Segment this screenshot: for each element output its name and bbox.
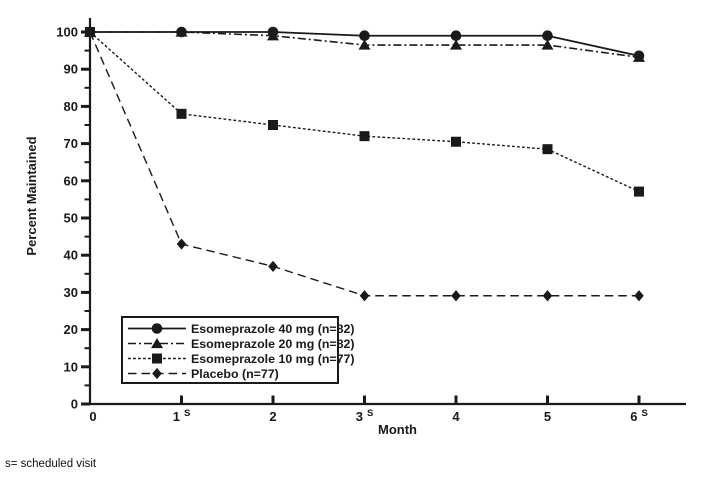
y-tick-label: 60 <box>64 173 78 188</box>
markers-diamond <box>85 26 644 302</box>
scheduled-visit-superscript: S <box>641 408 647 419</box>
legend-marker-circle <box>151 323 163 334</box>
series-line-3 <box>89 31 639 297</box>
axis-labels: 0 10 20 30 40 50 60 70 80 90 100 0 1 S 2 3 S 4 5 6 S Month Per… <box>24 25 648 438</box>
x-axis-title: Month <box>378 422 417 437</box>
markers-square <box>85 27 644 197</box>
legend-label: Placebo (n=77) <box>191 367 279 381</box>
scheduled-visit-superscript: S <box>367 408 373 419</box>
legend: Esomeprazole 40 mg (n=82)Esomeprazole 20… <box>121 316 355 384</box>
footnote-scheduled-visit: s= scheduled visit <box>5 458 97 470</box>
x-tick-label: 0 <box>89 409 96 424</box>
legend-label: Esomeprazole 20 mg (n=82) <box>191 337 355 351</box>
y-tick-label: 90 <box>64 62 78 77</box>
x-tick-label: 4 <box>452 409 460 424</box>
series-markers <box>84 26 645 302</box>
x-tick-label: 5 <box>544 409 551 424</box>
y-tick-label: 50 <box>64 211 78 226</box>
y-tick-label: 40 <box>64 248 78 263</box>
scheduled-visit-superscript: S <box>184 408 190 419</box>
y-tick-label: 100 <box>56 25 78 40</box>
legend-label: Esomeprazole 40 mg (n=82) <box>191 322 355 336</box>
legend-marker-diamond <box>152 367 162 380</box>
legend-marker-triangle <box>151 338 163 349</box>
y-tick-label: 10 <box>64 359 78 374</box>
legend-marker-square <box>152 353 162 364</box>
y-tick-label: 80 <box>64 99 78 114</box>
y-tick-label: 20 <box>64 322 78 337</box>
y-tick-label: 70 <box>64 136 78 151</box>
chart-svg: 0 10 20 30 40 50 60 70 80 90 100 0 1 S 2 3 S 4 5 6 S Month Per… <box>24 18 686 438</box>
y-tick-label: 30 <box>64 285 78 300</box>
series-lines <box>89 31 640 297</box>
x-tick-label: 2 <box>269 409 276 424</box>
legend-label: Esomeprazole 10 mg (n=77) <box>191 352 355 366</box>
y-axis-title: Percent Maintained <box>24 136 39 255</box>
y-tick-label: 0 <box>71 397 78 412</box>
series-line-2 <box>89 31 640 193</box>
